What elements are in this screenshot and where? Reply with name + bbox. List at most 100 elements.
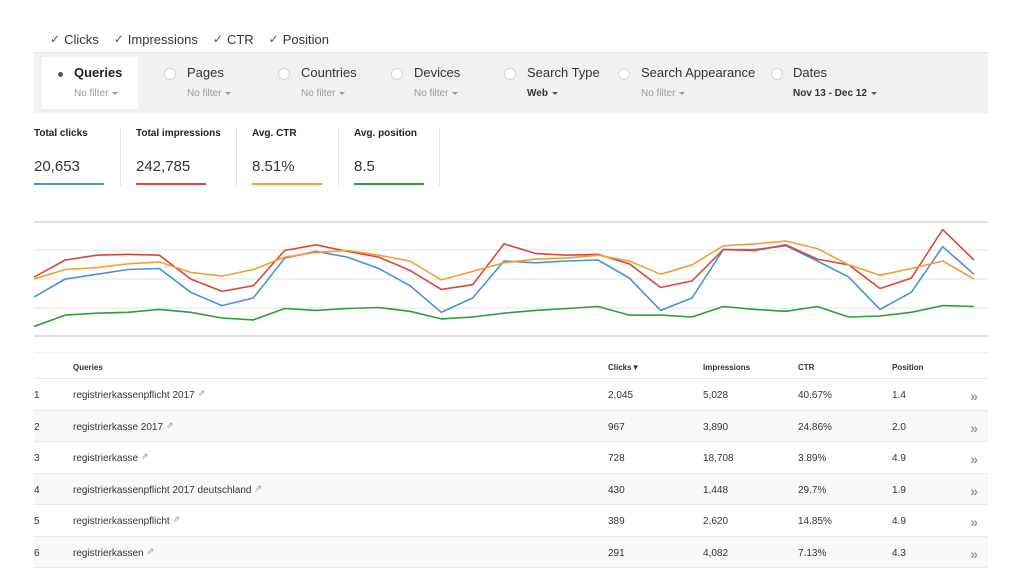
query-link[interactable]: registrierkassenpflicht 2017 deutschland [73, 484, 252, 496]
clicks-cell: 430 [608, 484, 625, 496]
external-link-icon[interactable]: ⇗ [172, 514, 181, 524]
position-cell: 1.4 [892, 390, 906, 401]
series-line-ctr[interactable] [34, 240, 975, 281]
row-details-icon[interactable]: » [970, 419, 978, 436]
filter-tab-countries-value[interactable]: No filter [301, 88, 346, 99]
filter-tab-queries-title: Queries [74, 65, 123, 80]
avg-position[interactable]: Avg. position 8.5 [354, 128, 444, 186]
clicks-toggle[interactable]: ✓ Clicks [50, 32, 99, 47]
radio-selected-icon[interactable] [54, 68, 66, 80]
column-header-impressions[interactable]: Impressions [703, 363, 751, 372]
filter-tab-queries[interactable]: Queries No filter [42, 57, 138, 109]
column-header-clicks[interactable]: Clicks▼ [608, 363, 640, 372]
external-link-icon[interactable]: ⇗ [166, 419, 174, 430]
radio-icon[interactable] [618, 68, 630, 80]
radio-icon[interactable] [164, 68, 176, 80]
query-link[interactable]: registrierkassenpflicht [73, 516, 170, 527]
external-link-icon[interactable]: ⇗ [197, 388, 206, 398]
query-link[interactable]: registrierkassenpflicht 2017 [73, 390, 195, 401]
filter-bar: Queries No filter Pages No filter Countr… [34, 53, 988, 113]
table-row[interactable]: 1 registrierkassenpflicht 2017 ⇗ 2,045 5,028… [34, 379, 988, 411]
external-link-icon[interactable]: ⇗ [141, 451, 149, 461]
series-line-impressions[interactable] [34, 228, 975, 293]
filter-value-text: No filter [187, 88, 222, 99]
total-impressions-value: 242,785 [136, 158, 191, 175]
query-link[interactable]: registrierkasse [73, 453, 139, 464]
external-link-icon[interactable]: ⇗ [146, 545, 155, 556]
filter-tab-search-type-title: Search Type [527, 65, 600, 80]
total-clicks[interactable]: Total clicks 20,653 [34, 128, 114, 186]
checkbox-checked-icon[interactable]: ✓ [113, 32, 124, 46]
filter-value-text: No filter [641, 88, 676, 99]
table-row[interactable]: 6 registrierkassen ⇗ 291 4,082 7.13% 4.3 » [34, 536, 988, 568]
query-cell: registrierkasse 2017 ⇗ [73, 419, 174, 433]
checkbox-checked-icon[interactable]: ✓ [50, 32, 61, 46]
table-row[interactable]: 2 registrierkasse 2017 ⇗ 967 3,890 24.86% 2.0 » [34, 410, 988, 442]
avg-ctr[interactable]: Avg. CTR 8.51% [252, 128, 342, 186]
row-details-icon[interactable]: » [970, 514, 978, 530]
radio-icon[interactable] [391, 68, 403, 80]
query-link[interactable]: registrierkasse 2017 [73, 421, 164, 433]
table-row[interactable]: 5 registrierkassenpflicht ⇗ 389 2,620 14.85% 4… [34, 505, 988, 537]
filter-tab-pages-value[interactable]: No filter [187, 88, 232, 99]
metric-toggles: ✓ Clicks ✓ Impressions ✓ CTR ✓ Position [50, 30, 344, 48]
avg-ctr-value: 8.51% [252, 158, 295, 175]
total-impressions[interactable]: Total impressions 242,785 [136, 128, 246, 186]
filter-tab-search-type-value[interactable]: Web [527, 88, 558, 99]
impressions-toggle[interactable]: ✓ Impressions [114, 32, 198, 47]
row-details-icon[interactable]: » [970, 388, 978, 404]
filter-tab-devices[interactable]: Devices No filter [385, 57, 485, 109]
row-details-icon[interactable]: » [970, 545, 978, 562]
clicks-toggle-label: Clicks [64, 31, 99, 47]
checkbox-checked-icon[interactable]: ✓ [268, 32, 279, 46]
caret-down-icon [225, 91, 232, 95]
column-header-ctr[interactable]: CTR [798, 363, 815, 372]
caret-down-icon [679, 91, 686, 95]
table-row[interactable]: 3 registrierkasse ⇗ 728 18,708 3.89% 4.9 » [34, 442, 988, 474]
filter-value-text: No filter [414, 88, 449, 99]
table-row[interactable]: 4 registrierkassenpflicht 2017 deutschlan… [34, 473, 988, 505]
radio-icon[interactable] [504, 68, 516, 80]
ctr-cell: 7.13% [798, 547, 827, 559]
column-header-position[interactable]: Position [892, 363, 924, 372]
query-cell: registrierkassen ⇗ [73, 545, 155, 559]
row-rank: 3 [34, 453, 40, 464]
column-header-clicks-label: Clicks [608, 363, 632, 372]
ctr-cell: 14.85% [798, 516, 832, 527]
filter-tab-search-appearance[interactable]: Search Appearance No filter [612, 57, 755, 109]
filter-tab-devices-value[interactable]: No filter [414, 88, 459, 99]
total-clicks-label: Total clicks [34, 128, 88, 139]
filter-tab-search-appearance-value[interactable]: No filter [641, 88, 686, 99]
filter-tab-pages-title: Pages [187, 65, 224, 80]
column-header-queries[interactable]: Queries [73, 363, 103, 372]
filter-tab-dates-value[interactable]: Nov 13 - Dec 12 [793, 88, 877, 99]
series-line-position[interactable] [34, 304, 975, 328]
filter-tab-dates-title: Dates [793, 65, 827, 80]
ctr-toggle[interactable]: ✓ CTR [213, 32, 254, 47]
external-link-icon[interactable]: ⇗ [254, 482, 262, 493]
filter-value-text: No filter [74, 88, 109, 99]
filter-tab-pages[interactable]: Pages No filter [158, 57, 258, 109]
position-toggle[interactable]: ✓ Position [269, 32, 329, 47]
checkbox-checked-icon[interactable]: ✓ [212, 32, 223, 46]
radio-icon[interactable] [278, 68, 290, 80]
avg-position-value: 8.5 [354, 158, 375, 175]
filter-tab-countries[interactable]: Countries No filter [272, 57, 372, 109]
query-link[interactable]: registrierkassen [73, 547, 144, 559]
filter-tab-queries-value[interactable]: No filter [74, 88, 119, 99]
impressions-cell: 18,708 [703, 453, 734, 464]
row-details-icon[interactable]: » [970, 482, 978, 499]
divider [34, 52, 988, 53]
impressions-cell: 4,082 [703, 547, 729, 559]
clicks-cell: 389 [608, 516, 625, 527]
row-details-icon[interactable]: » [970, 451, 978, 467]
ctr-cell: 3.89% [798, 453, 827, 464]
series-line-clicks[interactable] [34, 244, 975, 314]
filter-tab-dates[interactable]: Dates Nov 13 - Dec 12 [765, 57, 885, 109]
sort-desc-icon: ▼ [631, 363, 640, 372]
radio-icon[interactable] [771, 68, 783, 80]
filter-tab-devices-title: Devices [414, 65, 461, 80]
filter-tab-search-type[interactable]: Search Type Web [498, 57, 608, 109]
total-impressions-label: Total impressions [136, 128, 221, 139]
performance-line-chart[interactable] [34, 218, 988, 340]
